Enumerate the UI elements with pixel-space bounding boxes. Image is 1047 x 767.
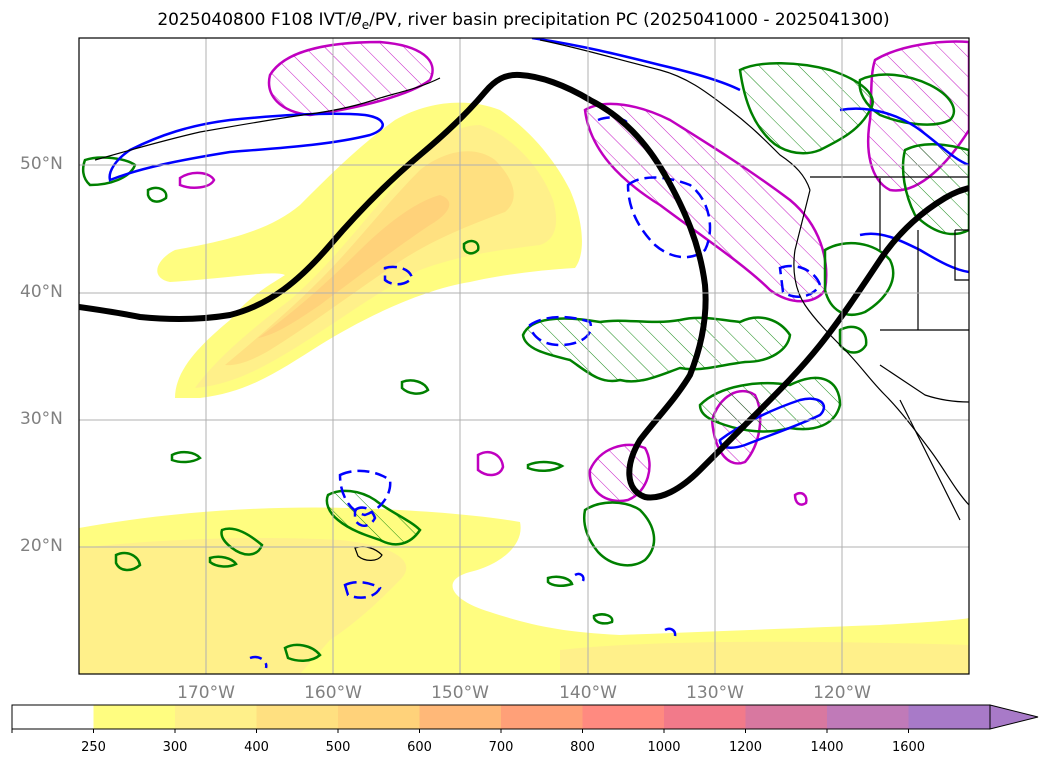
- lat-label: 30°N: [20, 409, 63, 429]
- colorbar-segment: [501, 705, 583, 729]
- colorbar-segment: [908, 705, 991, 729]
- colorbar-tick-label: 600: [407, 740, 432, 755]
- lat-label: 40°N: [20, 282, 63, 302]
- lat-label: 20°N: [20, 536, 63, 556]
- colorbar-extend-arrow: [989, 704, 1039, 730]
- colorbar-segment: [827, 705, 909, 729]
- colorbar: [11, 704, 1039, 733]
- colorbar-tick-label: 1600: [891, 740, 926, 755]
- colorbar-tick-label: 1200: [728, 740, 763, 755]
- colorbar-tick-label: 300: [162, 740, 188, 755]
- lon-label: 160°W: [304, 683, 362, 703]
- colorbar-tick-label: 700: [488, 740, 514, 755]
- colorbar-segment: [93, 705, 176, 729]
- colorbar-segment: [256, 705, 339, 729]
- lon-label: 170°W: [177, 683, 235, 703]
- colorbar-tick-label: 1400: [810, 740, 844, 755]
- colorbar-tick-label: 800: [570, 740, 595, 755]
- colorbar-segment: [745, 705, 828, 729]
- colorbar-segment: [664, 705, 746, 729]
- colorbar-tick-label: 250: [81, 740, 106, 755]
- ivt-shading-south: [79, 507, 969, 674]
- lon-label: 130°W: [686, 683, 744, 703]
- lon-label: 150°W: [431, 683, 489, 703]
- colorbar-segment: [338, 705, 420, 729]
- colorbar-tick-label: 1000: [647, 740, 681, 755]
- chart-title: 2025040800 F108 IVT/θe/PV, river basin p…: [157, 10, 890, 32]
- lon-label: 140°W: [559, 683, 617, 703]
- map-frame: [78, 37, 970, 675]
- colorbar-segment: [582, 705, 665, 729]
- lon-label: 120°W: [813, 683, 871, 703]
- gridlines: [79, 38, 969, 674]
- map-area: [79, 38, 969, 674]
- colorbar-tick-label: 500: [325, 740, 351, 755]
- lat-label: 50°N: [20, 154, 63, 174]
- coastlines: [94, 39, 969, 561]
- pv-contour: [79, 71, 969, 501]
- colorbar-segment: [175, 705, 257, 729]
- theta-e-contours: [108, 38, 969, 669]
- colorbar-segment: [12, 705, 94, 729]
- ivt-shading-plume: [157, 102, 582, 398]
- colorbar-segment: [419, 705, 502, 729]
- colorbar-tick-label: 400: [244, 740, 269, 755]
